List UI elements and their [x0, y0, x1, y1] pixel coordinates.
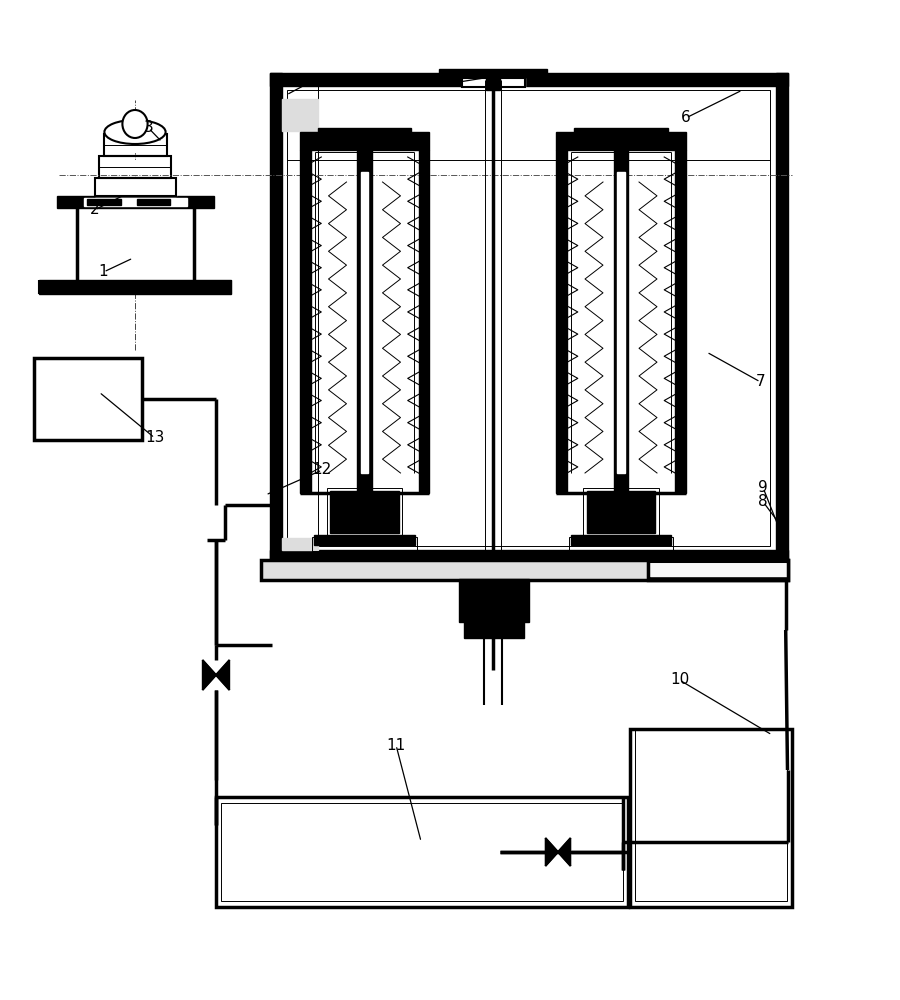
Text: 8: 8 [759, 494, 768, 510]
Bar [39, 280, 231, 294]
Bar [556, 150, 567, 493]
Text: 5: 5 [454, 75, 464, 90]
Bar [34, 358, 142, 440]
Bar [104, 134, 166, 156]
Bar [287, 90, 770, 546]
Bar [99, 156, 171, 178]
Text: 9: 9 [759, 481, 768, 495]
Bar [464, 620, 524, 638]
Text: 3: 3 [144, 120, 153, 135]
Bar [300, 150, 310, 493]
Polygon shape [202, 660, 216, 690]
Bar [94, 178, 176, 196]
Bar [221, 803, 623, 901]
Ellipse shape [104, 120, 166, 144]
Bar [330, 491, 399, 533]
Circle shape [122, 110, 148, 138]
Bar [635, 729, 787, 901]
Polygon shape [216, 660, 230, 690]
Bar [57, 196, 214, 208]
Text: 6: 6 [681, 110, 690, 125]
Bar [617, 172, 625, 473]
Bar [462, 78, 525, 87]
Bar [312, 537, 417, 551]
Bar [270, 73, 282, 563]
Text: 1: 1 [99, 264, 108, 279]
Text: 10: 10 [670, 672, 689, 688]
Bar [318, 128, 411, 136]
Text: 12: 12 [312, 462, 332, 478]
Bar [439, 69, 547, 80]
Text: 13: 13 [145, 430, 165, 446]
Bar [137, 199, 170, 205]
Bar [270, 73, 788, 86]
Bar [574, 128, 668, 136]
Bar [84, 198, 187, 206]
Polygon shape [545, 838, 558, 866]
Bar [776, 73, 788, 563]
Bar [261, 560, 788, 580]
Bar [630, 729, 792, 907]
Bar [104, 160, 166, 174]
Bar [282, 86, 318, 550]
Bar [282, 538, 318, 550]
Bar [650, 564, 787, 576]
Bar [282, 99, 318, 131]
Bar [587, 491, 655, 533]
Bar [314, 535, 415, 545]
Bar [76, 206, 194, 282]
Bar [614, 150, 628, 498]
Bar [107, 138, 163, 152]
Bar [361, 172, 368, 473]
Text: 2: 2 [90, 202, 99, 218]
Bar [87, 199, 121, 205]
Bar [556, 132, 686, 150]
Bar [357, 150, 372, 498]
Bar [675, 150, 686, 493]
Bar [648, 562, 788, 578]
Bar [648, 560, 788, 580]
Bar [569, 537, 673, 551]
Polygon shape [558, 838, 571, 866]
Bar [459, 579, 529, 622]
Text: 7: 7 [756, 374, 765, 389]
Bar [486, 75, 500, 90]
Bar [418, 150, 429, 493]
Bar [462, 78, 525, 87]
Bar [261, 560, 788, 580]
Bar [94, 178, 176, 196]
Bar [216, 797, 628, 907]
Text: 4: 4 [306, 75, 315, 90]
Text: 11: 11 [386, 738, 406, 752]
Bar [270, 550, 788, 563]
Bar [327, 488, 402, 538]
Bar [300, 132, 429, 150]
Bar [571, 535, 671, 545]
Bar [583, 488, 659, 538]
